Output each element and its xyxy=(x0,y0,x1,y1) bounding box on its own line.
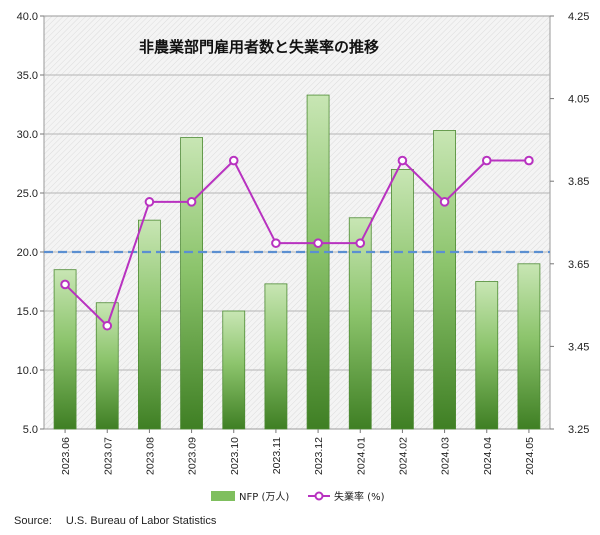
x-tick-label: 2024.04 xyxy=(482,437,494,475)
left-tick-label: 15.0 xyxy=(17,306,38,318)
nfp-bar xyxy=(180,137,203,430)
unemployment-point xyxy=(355,238,366,248)
left-axis-ticks: 5.0 10.0 15.0 20.0 25.0 30.0 35.0 40.0 xyxy=(17,11,44,436)
unemployment-point xyxy=(439,197,450,207)
left-tick-label: 40.0 xyxy=(17,11,38,23)
unemployment-line xyxy=(64,158,529,328)
unemployment-point xyxy=(397,155,408,166)
x-tick-label: 2023.06 xyxy=(60,437,72,475)
right-tick-label: 3.65 xyxy=(568,259,589,271)
nfp-bar xyxy=(53,269,77,430)
left-tick-label: 30.0 xyxy=(17,129,38,141)
source-text: U.S. Bureau of Labor Statistics xyxy=(65,515,217,527)
legend: NFP (万人) 失業率 (%) xyxy=(211,490,385,503)
nfp-bar xyxy=(475,281,499,430)
x-tick-label: 2023.07 xyxy=(102,437,114,475)
unemployment-point xyxy=(271,238,281,248)
x-tick-label: 2023.11 xyxy=(271,437,283,474)
left-tick-label: 35.0 xyxy=(17,70,38,82)
nfp-bar xyxy=(348,217,372,430)
left-tick-label: 20.0 xyxy=(17,247,38,259)
unemployment-point xyxy=(313,238,323,248)
right-tick-label: 4.05 xyxy=(568,94,589,106)
legend-swatch-nfp xyxy=(211,491,235,501)
unemployment-point xyxy=(228,155,239,166)
unemployment-point xyxy=(481,155,492,166)
right-tick-label: 3.85 xyxy=(568,176,589,188)
unemployment-point xyxy=(102,320,113,331)
nfp-bars xyxy=(53,94,541,430)
nfp-bar xyxy=(222,310,246,430)
unemployment-point xyxy=(144,197,155,207)
nfp-bar xyxy=(391,168,414,430)
x-tick-label: 2024.02 xyxy=(397,437,409,475)
right-tick-label: 3.25 xyxy=(568,424,589,436)
left-tick-label: 25.0 xyxy=(17,188,38,200)
right-axis-ticks: 3.25 3.45 3.65 3.85 4.05 4.25 xyxy=(550,11,589,436)
source-label: Source: xyxy=(14,515,52,527)
nfp-bar xyxy=(433,130,456,430)
left-tick-label: 10.0 xyxy=(17,365,38,377)
x-tick-label: 2023.12 xyxy=(313,437,325,475)
legend-label-nfp: NFP (万人) xyxy=(239,491,289,503)
x-tick-label: 2023.09 xyxy=(187,437,199,475)
x-tick-label: 2024.05 xyxy=(524,437,536,475)
nfp-bar xyxy=(306,94,330,430)
x-axis-ticks: 2023.06 2023.07 2023.08 2023.09 2023.10 2023.… xyxy=(60,429,536,475)
x-tick-label: 2023.10 xyxy=(229,437,241,475)
x-tick-label: 2024.01 xyxy=(355,437,367,475)
right-tick-label: 4.25 xyxy=(568,11,589,23)
unemployment-point xyxy=(60,279,70,290)
x-tick-label: 2023.08 xyxy=(144,437,156,475)
x-tick-label: 2024.03 xyxy=(440,437,452,475)
unemployment-point xyxy=(524,155,534,166)
chart-title: 非農業部門雇用者数と失業率の推移 xyxy=(139,38,379,56)
unemployment-line-group xyxy=(60,155,534,331)
plot-area xyxy=(43,15,551,430)
unemployment-point xyxy=(186,197,197,207)
legend-label-unemployment: 失業率 (%) xyxy=(334,490,385,503)
legend-swatch-unemployment-marker xyxy=(314,491,324,501)
left-tick-label: 5.0 xyxy=(23,424,38,436)
right-tick-label: 3.45 xyxy=(568,341,589,353)
nfp-bar xyxy=(517,263,541,430)
source-note: Source: U.S. Bureau of Labor Statistics xyxy=(14,515,216,527)
nfp-bar xyxy=(264,283,288,430)
